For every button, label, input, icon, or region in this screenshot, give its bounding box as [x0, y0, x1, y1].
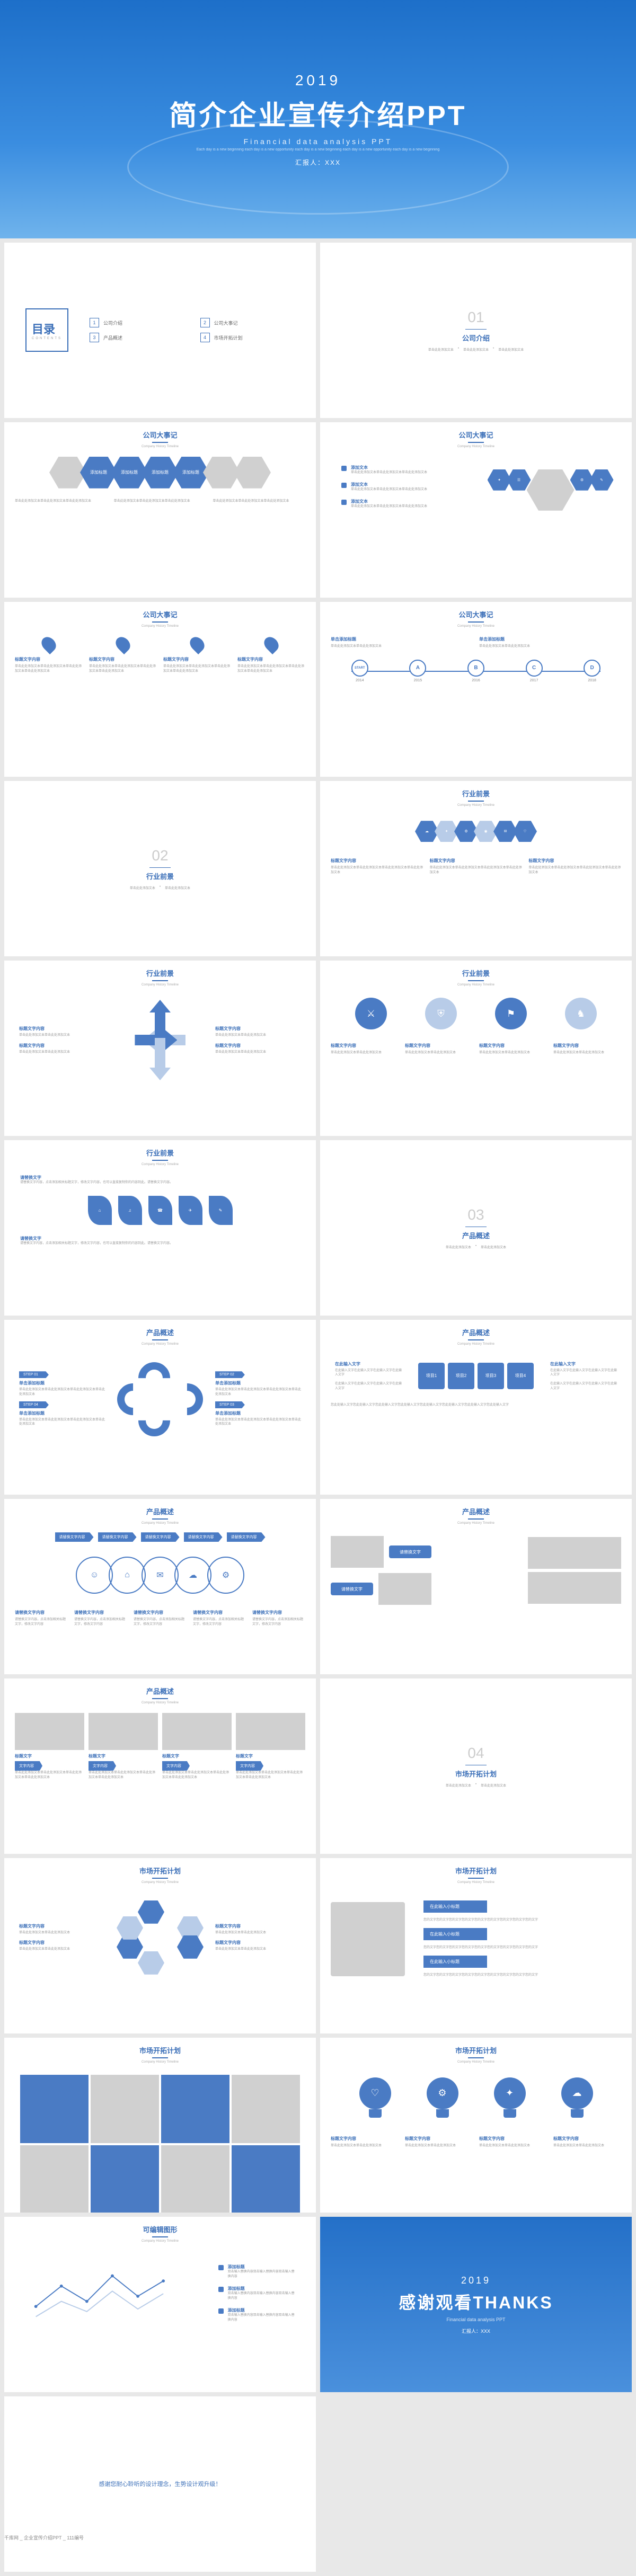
ring-icon: ⚙: [207, 1557, 244, 1594]
image-replace-slide: 产品概述Company History Timeline 请替换文字 请替换文字: [320, 1499, 632, 1674]
leaves-slide: 行业前景Company History Timeline 请替换文字 请替换文字…: [4, 1140, 316, 1316]
grid-cell: [161, 2145, 229, 2213]
toc-item: 3产品概述: [90, 333, 184, 342]
image-placeholder: [236, 1713, 305, 1750]
timeline-slide: 公司大事记Company History Timeline 单击添加标题单击此处…: [320, 602, 632, 777]
bulb-icon: ⚙: [427, 2077, 458, 2120]
hexagon-slide: 公司大事记Company History Timeline 添加标题 添加标题 …: [4, 422, 316, 598]
image-placeholder: [15, 1713, 84, 1750]
grid-cell: [91, 2075, 159, 2143]
projects-slide: 产品概述Company History Timeline 在此输入文字在此输入文…: [320, 1320, 632, 1495]
image-placeholder: [528, 1572, 621, 1604]
grid-cell: [91, 2145, 159, 2213]
cover-slide: 2019 简介企业宣传介绍PPT Financial data analysis…: [0, 0, 636, 238]
cover-subtitle: Financial data analysis PPT: [244, 137, 393, 146]
pin-icon: [39, 634, 59, 654]
toc-slide: 目录 CONTENTS 1公司介绍 2公司大事记 3产品概述 4市场开拓计划: [4, 243, 316, 418]
leaf-icon: ✎: [209, 1196, 233, 1225]
pin-icon: [261, 634, 281, 654]
image-placeholder: [528, 1537, 621, 1569]
section-divider-01: 01 公司介绍 单击此处添加文本•单击此处添加文本•单击此处添加文本: [320, 243, 632, 418]
thanks-slide: 2019 感谢观看THANKS Financial data analysis …: [320, 2217, 632, 2392]
bullets-hex-slide: 公司大事记Company History Timeline 添加文本单击此处添加…: [320, 422, 632, 598]
bulb-icon: ♡: [359, 2077, 391, 2120]
bars-slide: 市场开拓计划Company History Timeline 在此输入小标题 您…: [320, 1858, 632, 2033]
leaf-icon: ♫: [118, 1196, 142, 1225]
cross-arrows-slide: 行业前景Company History Timeline 标题文字内容单击此处添…: [4, 961, 316, 1136]
toc-label: 目录 CONTENTS: [25, 308, 68, 352]
project-box: 项目3: [478, 1363, 504, 1389]
ring-icon: ☺: [76, 1557, 113, 1594]
hex-image: [234, 457, 271, 488]
hex-ring-slide: 市场开拓计划Company History Timeline 标题文字内容单击此…: [4, 1858, 316, 2033]
leaf-icon: ☎: [148, 1196, 172, 1225]
circle-icon: ⚔: [355, 998, 387, 1029]
circle-icon: ⛨: [425, 998, 457, 1029]
cover-tagline: Each day is a new beginning each day is …: [197, 148, 440, 152]
image-placeholder: [162, 1713, 232, 1750]
gallery-slide: 市场开拓计划Company History Timeline: [4, 2038, 316, 2213]
hex-spread-slide: 行业前景Company History Timeline ☁ ✦ ⚙ ◉ ✉ ♡…: [320, 781, 632, 956]
project-box: 项目4: [507, 1363, 534, 1389]
four-circles-slide: 行业前景Company History Timeline ⚔ ⛨ ⚑ ♞ 标题文…: [320, 961, 632, 1136]
ring-icon: ☁: [174, 1557, 211, 1594]
grid-cell: [20, 2075, 89, 2143]
hex-image: [527, 469, 575, 511]
leaf-icon: ✈: [179, 1196, 202, 1225]
cover-year: 2019: [295, 72, 341, 89]
toc-item: 1公司介绍: [90, 318, 184, 327]
project-box: 项目1: [418, 1363, 445, 1389]
closing-slide: 感谢您耐心聆听的设计理念，生势设计观升级！: [4, 2396, 316, 2572]
bulb-icon: ✦: [494, 2077, 526, 2120]
leaf-icon: ⌂: [88, 1196, 112, 1225]
ring-icon: ✉: [142, 1557, 179, 1594]
section-divider-03: 03 产品概述 单击此处添加文本•单击此处添加文本: [320, 1140, 632, 1316]
hex-icon: ☰: [507, 469, 531, 491]
circle-icon: ⚑: [495, 998, 527, 1029]
pin-icon: [187, 634, 207, 654]
grid-cell: [20, 2145, 89, 2213]
section-divider-02: 02 行业前景 单击此处添加文本•单击此处添加文本: [4, 781, 316, 956]
pins-slide: 公司大事记Company History Timeline 标题文字内容单击此处…: [4, 602, 316, 777]
line-chart: [31, 2264, 184, 2328]
toc-item: 4市场开拓计划: [200, 333, 295, 342]
cycle-slide: 产品概述Company History Timeline STEP 01 单击添…: [4, 1320, 316, 1495]
hex-icon: ♡: [513, 821, 537, 842]
pin-icon: [113, 634, 133, 654]
hex-ring: [117, 1900, 203, 1975]
project-box: 项目2: [448, 1363, 474, 1389]
toc-item: 2公司大事记: [200, 318, 295, 327]
ring-icon: ⌂: [109, 1557, 146, 1594]
line-chart-slide: 可编辑图形Company History Timeline 添加标题双击输入替换…: [4, 2217, 316, 2392]
cycle-diagram: [117, 1362, 203, 1436]
five-circles-slide: 产品概述Company History Timeline 请替换文字内容 请替换…: [4, 1499, 316, 1674]
grid-cell: [232, 2145, 300, 2213]
watermark: 千库网 _ 企业宣传介绍PPT _ 111编号: [4, 2534, 84, 2541]
image-placeholder: [378, 1573, 431, 1605]
circle-icon: ♞: [565, 998, 597, 1029]
bulbs-slide: 市场开拓计划Company History Timeline ♡ ⚙ ✦ ☁ 标…: [320, 2038, 632, 2213]
hex-icon: ✎: [590, 469, 614, 491]
image-placeholder: [331, 1536, 384, 1568]
cover-arc: [127, 119, 509, 215]
grid-cell: [161, 2075, 229, 2143]
image-placeholder: [331, 1902, 405, 1976]
image-placeholder: [89, 1713, 158, 1750]
bulb-icon: ☁: [561, 2077, 593, 2120]
image-row-slide: 产品概述Company History Timeline 标题文字文字内容单击此…: [4, 1678, 316, 1854]
grid-cell: [232, 2075, 300, 2143]
section-divider-04: 04 市场开拓计划 单击此处添加文本•单击此处添加文本: [320, 1678, 632, 1854]
